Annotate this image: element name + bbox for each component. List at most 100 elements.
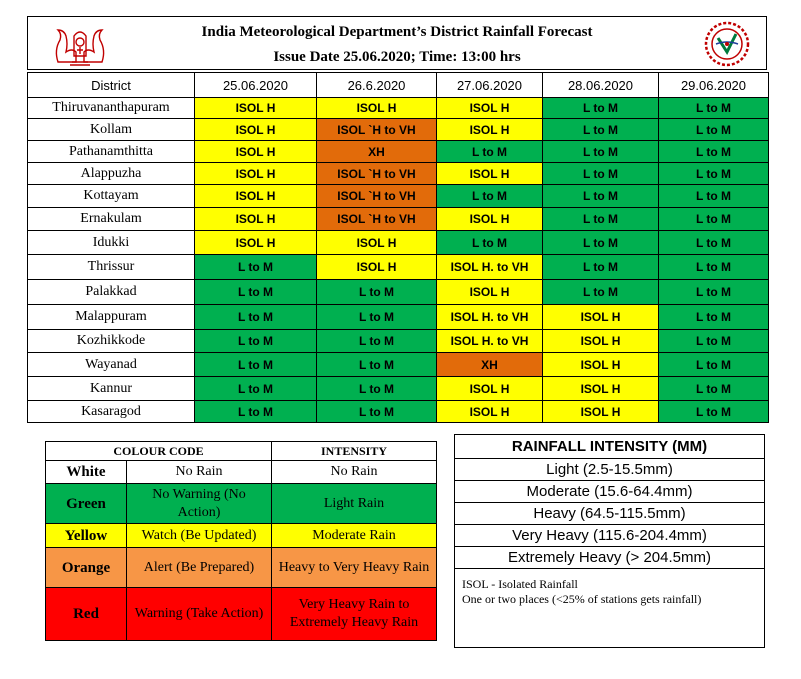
forecast-cell: L to M [194,254,317,280]
colour-code-row: White No Rain No Rain [45,460,437,484]
forecast-cell: ISOL H [436,400,543,423]
district-name: Kozhikkode [27,329,195,353]
forecast-cell: ISOL H [436,376,543,401]
forecast-cell: ISOL H [436,97,543,119]
warning-meaning: Warning (Take Action) [126,587,272,641]
forecast-cell: ISOL `H to VH [316,184,437,208]
forecast-cell: L to M [436,140,543,163]
district-name: Kasaragod [27,400,195,423]
intensity-row-light: Light (2.5-15.5mm) [454,458,765,481]
forecast-cell: L to M [194,304,317,330]
colour-code-header-row: COLOUR CODE INTENSITY [45,441,437,461]
district-name: Idukki [27,230,195,255]
forecast-cell: ISOL H. to VH [436,329,543,353]
intensity-row-very-heavy: Very Heavy (115.6-204.4mm) [454,524,765,547]
issue-date-line: Issue Date 25.06.2020; Time: 13:00 hrs [273,49,521,65]
forecast-cell: L to M [316,400,437,423]
column-header-day2: 26.6.2020 [316,72,437,98]
forecast-cell: L to M [542,254,659,280]
forecast-cell: L to M [542,184,659,208]
forecast-cell: L to M [542,118,659,141]
forecast-cell: L to M [194,376,317,401]
district-name: Ernakulam [27,207,195,231]
colour-code-row: Orange Alert (Be Prepared) Heavy to Very H… [45,547,437,588]
district-name: Pathanamthitta [27,140,195,163]
warning-meaning: Watch (Be Updated) [126,523,272,548]
forecast-cell: ISOL H [194,97,317,119]
forecast-cell: L to M [658,376,769,401]
forecast-header-row: District 25.06.2020 26.6.2020 27.06.2020… [27,72,769,98]
warning-meaning: No Rain [126,460,272,484]
forecast-cell: ISOL H [542,352,659,377]
forecast-cell: ISOL H [194,118,317,141]
forecast-cell: ISOL H [194,230,317,255]
forecast-cell: ISOL H. to VH [436,304,543,330]
forecast-cell: L to M [658,97,769,119]
district-name: Malappuram [27,304,195,330]
district-name: Thrissur [27,254,195,280]
forecast-cell: L to M [194,279,317,305]
colour-code-table: COLOUR CODE INTENSITY White No Rain No Rai… [45,441,437,641]
column-header-day1: 25.06.2020 [194,72,317,98]
forecast-cell: L to M [658,184,769,208]
colour-name: White [45,460,127,484]
intensity-label: Moderate Rain [271,523,437,548]
intensity-label: Light Rain [271,483,437,524]
forecast-cell: L to M [316,279,437,305]
forecast-cell: ISOL H [316,97,437,119]
forecast-cell: L to M [436,230,543,255]
intensity-row-extremely-heavy: Extremely Heavy (> 204.5mm) [454,546,765,569]
forecast-cell: L to M [436,184,543,208]
isol-explanation: One or two places (<25% of stations gets… [462,592,702,606]
forecast-cell: ISOL H [316,254,437,280]
intensity-label: No Rain [271,460,437,484]
forecast-cell: L to M [194,329,317,353]
colour-name: Orange [45,547,127,588]
forecast-cell: ISOL H [194,162,317,185]
intensity-header: INTENSITY [271,441,437,461]
district-name: Wayanad [27,352,195,377]
forecast-cell: L to M [542,97,659,119]
forecast-cell: L to M [658,400,769,423]
forecast-cell: ISOL H [542,376,659,401]
forecast-cell: L to M [542,162,659,185]
forecast-cell: L to M [194,400,317,423]
colour-name: Red [45,587,127,641]
forecast-cell: L to M [658,304,769,330]
forecast-cell: L to M [316,376,437,401]
colour-code-header: COLOUR CODE [45,441,272,461]
intensity-label: Heavy to Very Heavy Rain [271,547,437,588]
forecast-cell: ISOL H [194,184,317,208]
forecast-cell: L to M [658,207,769,231]
rainfall-intensity-title: RAINFALL INTENSITY (MM) [454,434,765,459]
warning-meaning: Alert (Be Prepared) [126,547,272,588]
forecast-cell: ISOL H [316,230,437,255]
colour-code-row: Green No Warning (No Action) Light Rain [45,483,437,524]
forecast-cell: L to M [658,254,769,280]
rainfall-intensity-table: RAINFALL INTENSITY (MM) Light (2.5-15.5m… [454,434,765,569]
district-name: Thiruvananthapuram [27,97,195,119]
forecast-cell: ISOL H [194,140,317,163]
forecast-cell: ISOL H [436,279,543,305]
forecast-cell: XH [436,352,543,377]
forecast-cell: L to M [542,279,659,305]
forecast-cell: L to M [542,140,659,163]
forecast-cell: ISOL H [436,162,543,185]
district-name: Kottayam [27,184,195,208]
colour-code-row: Red Warning (Take Action) Very Heavy Rain … [45,587,437,641]
forecast-cell: L to M [316,352,437,377]
isol-definition: ISOL - Isolated Rainfall [462,577,578,591]
